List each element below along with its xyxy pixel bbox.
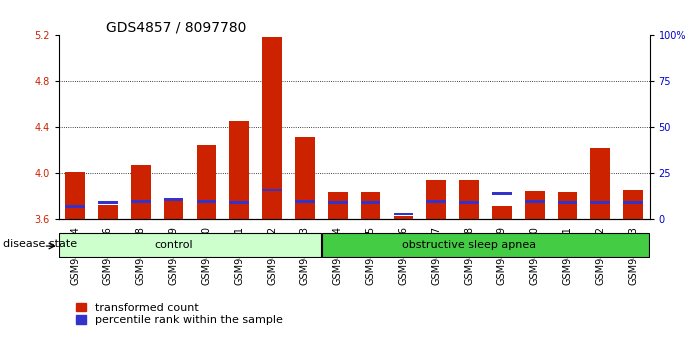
Bar (426, 200, 446, 202)
Text: GDS4857 / 8097780: GDS4857 / 8097780 (106, 20, 247, 34)
Bar (492, 192, 511, 195)
Bar (492, 206, 511, 219)
Bar (524, 200, 545, 202)
Bar (393, 216, 413, 219)
Bar (196, 200, 216, 202)
Bar (623, 189, 643, 219)
Bar (623, 201, 643, 204)
Bar (229, 120, 249, 219)
Bar (393, 212, 413, 215)
Bar (590, 201, 610, 204)
Bar (328, 192, 348, 219)
Bar (459, 180, 479, 219)
Bar (164, 198, 183, 201)
Bar (295, 137, 314, 219)
Bar (98, 201, 117, 204)
Bar (361, 201, 380, 204)
Bar (295, 200, 314, 202)
Bar (229, 201, 249, 204)
Text: control: control (154, 240, 193, 250)
Bar (65, 205, 85, 208)
Text: disease state: disease state (3, 239, 77, 249)
Bar (322, 233, 649, 257)
Bar (131, 165, 151, 219)
Bar (459, 201, 479, 204)
Bar (196, 145, 216, 219)
Bar (361, 192, 380, 219)
Legend: transformed count, percentile rank within the sample: transformed count, percentile rank withi… (76, 303, 283, 325)
Bar (131, 200, 151, 202)
Bar (558, 192, 577, 219)
Bar (590, 148, 610, 219)
Bar (65, 172, 85, 219)
Bar (524, 191, 545, 219)
Bar (426, 180, 446, 219)
Bar (558, 201, 577, 204)
Bar (262, 36, 282, 219)
Text: obstructive sleep apnea: obstructive sleep apnea (402, 240, 536, 250)
Bar (59, 233, 321, 257)
Bar (164, 199, 183, 219)
Bar (262, 189, 282, 192)
Bar (98, 205, 117, 219)
Bar (328, 201, 348, 204)
